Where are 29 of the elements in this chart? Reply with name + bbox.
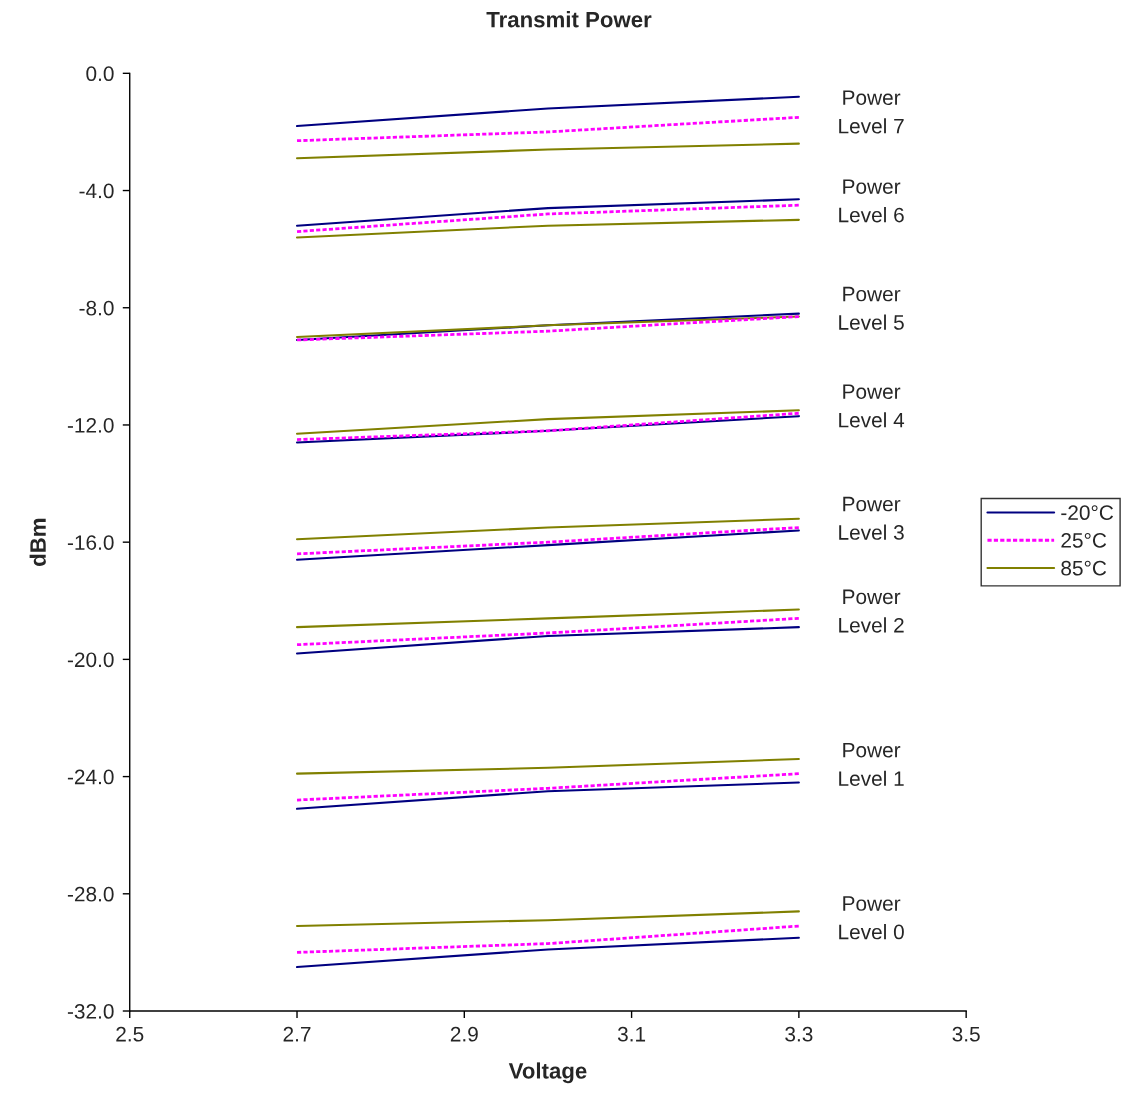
y-tick-label: -32.0 bbox=[67, 1004, 114, 1019]
x-tick-label: 2.9 bbox=[450, 1026, 478, 1042]
annotation: Power Level 2 bbox=[839, 589, 904, 633]
y-axis-title: dBm bbox=[29, 518, 46, 566]
annotation: Power Level 1 bbox=[839, 742, 904, 786]
annotation: Power Level 5 bbox=[839, 286, 904, 330]
legend-label: -20°C bbox=[1061, 505, 1114, 521]
annotation: Power Level 0 bbox=[839, 896, 904, 940]
y-tick-label: 0.0 bbox=[86, 66, 114, 82]
x-tick-label: 2.7 bbox=[283, 1026, 311, 1042]
legend-label: 25°C bbox=[1061, 533, 1107, 548]
y-tick-label: -16.0 bbox=[67, 535, 114, 550]
y-tick-label: -8.0 bbox=[79, 300, 114, 316]
y-tick-label: -12.0 bbox=[67, 417, 114, 433]
x-tick-label: 2.5 bbox=[116, 1026, 144, 1042]
y-tick-label: -24.0 bbox=[67, 769, 114, 785]
annotation: Power Level 3 bbox=[839, 496, 904, 540]
y-tick-label: -4.0 bbox=[79, 183, 114, 199]
x-tick-label: 3.5 bbox=[952, 1026, 980, 1042]
annotation: Power Level 6 bbox=[839, 179, 904, 223]
y-tick-label: -28.0 bbox=[67, 886, 114, 902]
x-axis-title: Voltage bbox=[508, 1062, 587, 1084]
x-tick-label: 3.3 bbox=[785, 1026, 813, 1042]
annotation: Power Level 4 bbox=[839, 384, 905, 428]
annotation: Power Level 7 bbox=[839, 90, 904, 134]
y-tick-label: -20.0 bbox=[67, 652, 114, 668]
x-tick-label: 3.1 bbox=[617, 1026, 646, 1042]
legend-label: 85°C bbox=[1061, 560, 1107, 576]
chart-title: Transmit Power bbox=[486, 11, 652, 28]
